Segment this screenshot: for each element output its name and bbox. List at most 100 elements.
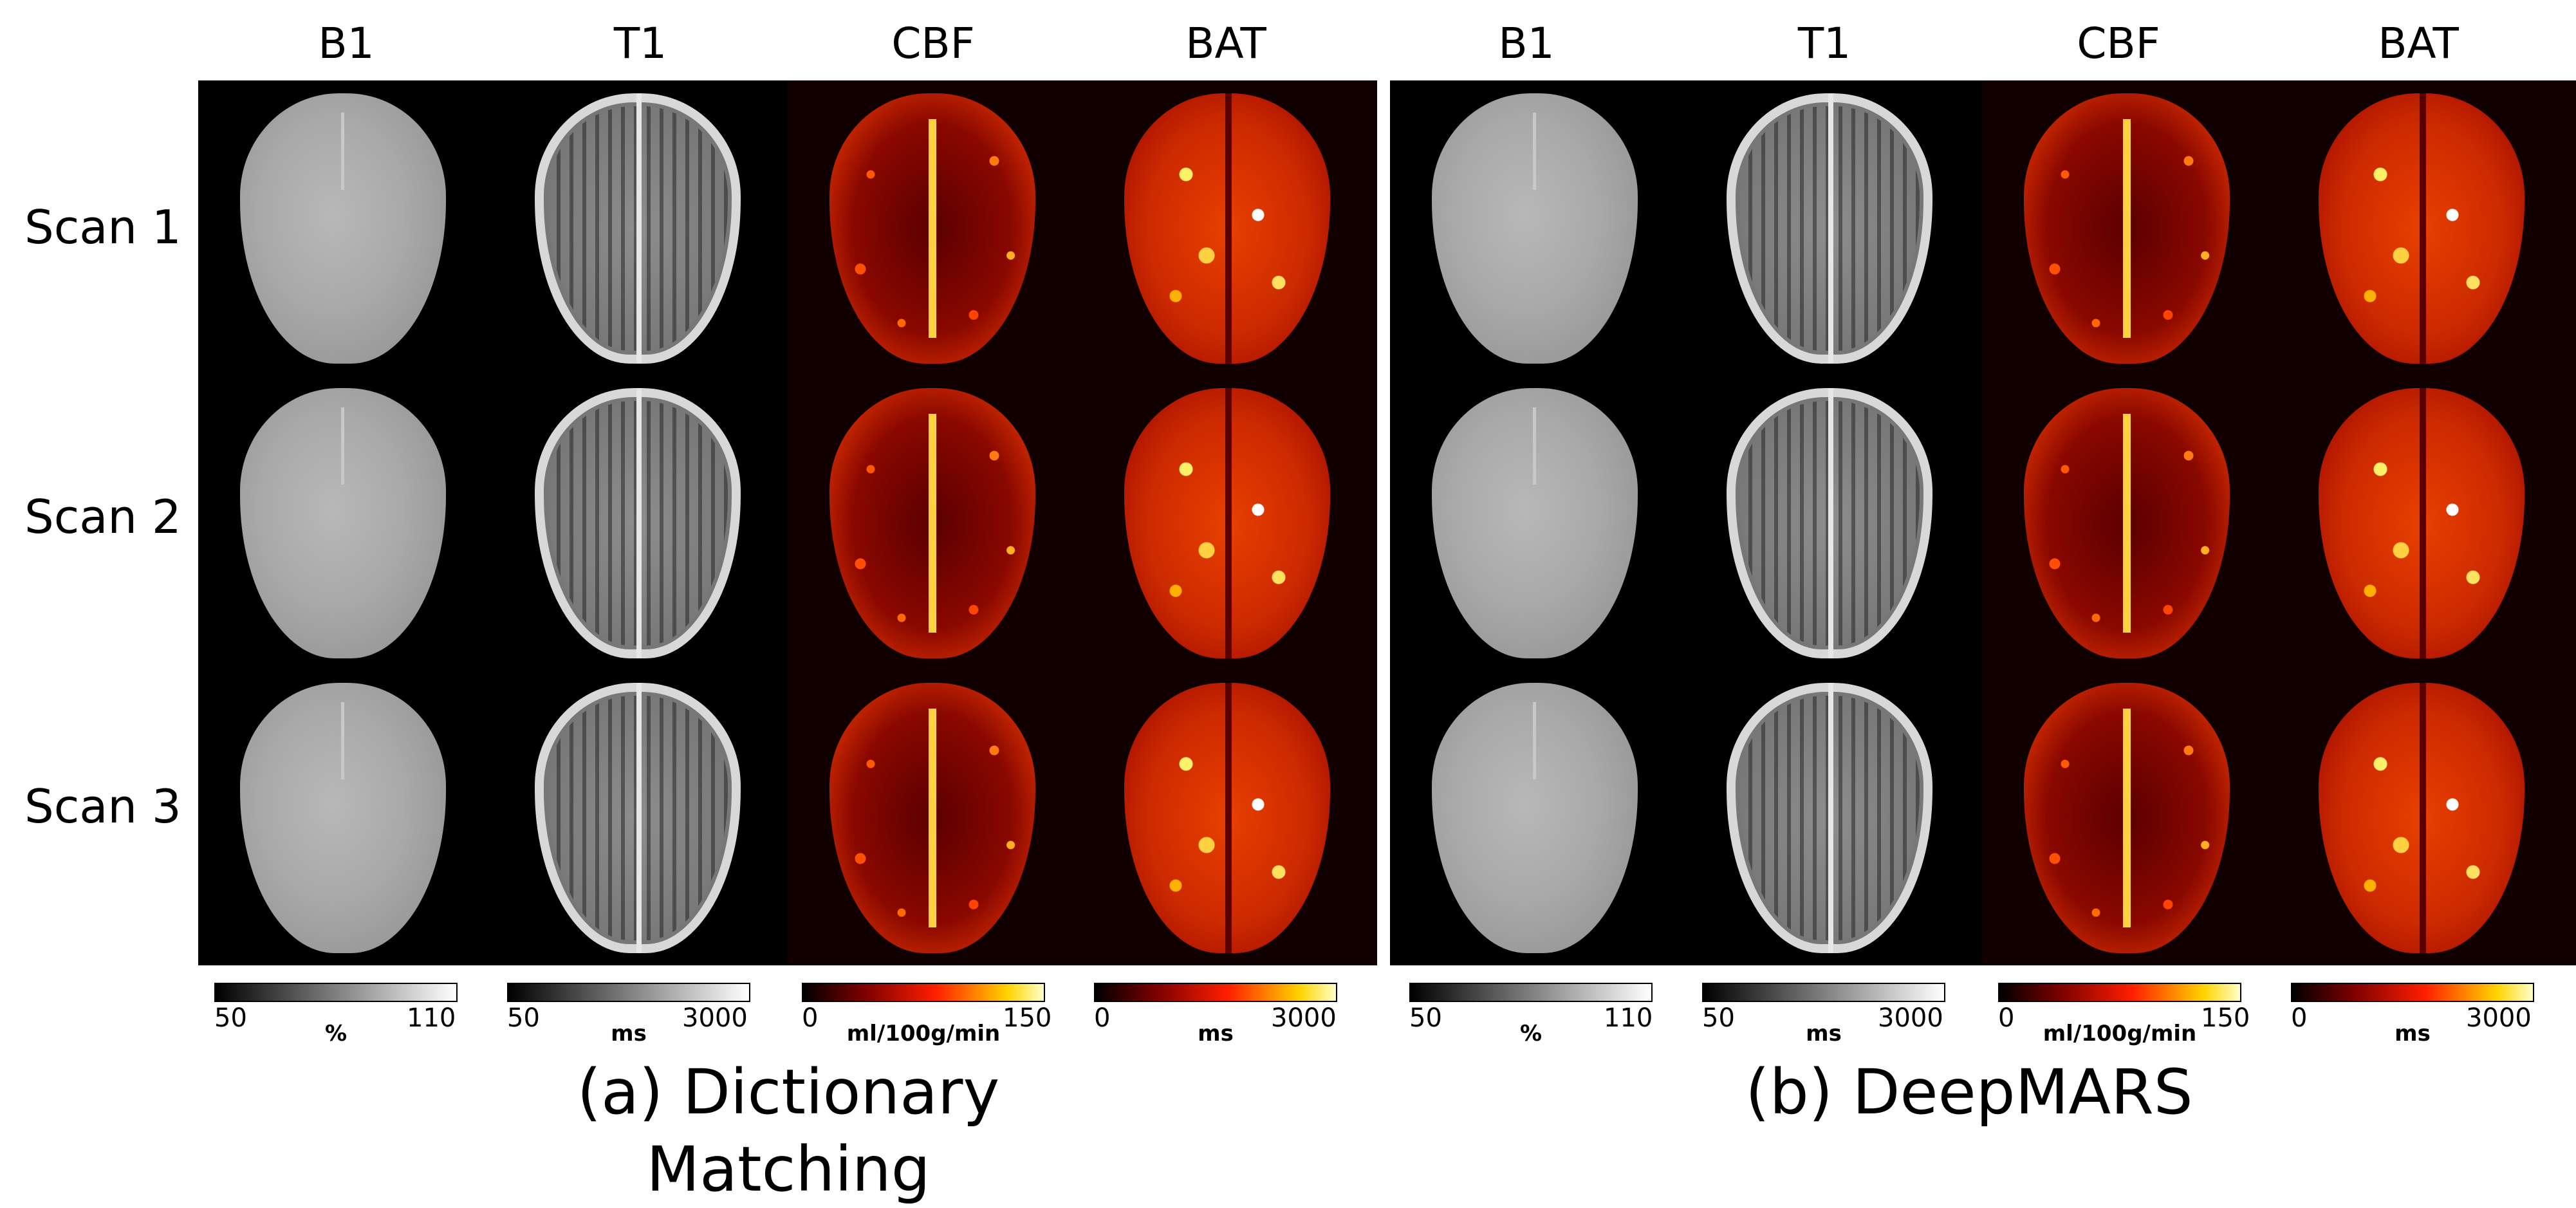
brain-b1-image bbox=[240, 683, 446, 953]
caption-dictionary-matching: (a) Dictionary Matching bbox=[577, 1056, 1000, 1205]
colorbar-b-b1-unit: % bbox=[1519, 1021, 1543, 1046]
map-b-t1-scan-2 bbox=[1685, 375, 1974, 670]
colorbar-a-b1-unit: % bbox=[324, 1021, 347, 1046]
brain-t1-image bbox=[1727, 388, 1932, 658]
map-a-cbf-scan-2 bbox=[788, 375, 1077, 670]
colorbar-a-cbf-min: 0 bbox=[802, 1003, 819, 1033]
brain-t1-image bbox=[535, 93, 741, 364]
brain-cbf-image bbox=[829, 388, 1035, 658]
midline bbox=[636, 683, 642, 953]
midline bbox=[1225, 388, 1232, 658]
midline bbox=[636, 388, 642, 658]
row-label-scan-2: Scan 2 bbox=[24, 490, 181, 544]
brain-bat-image bbox=[2319, 388, 2525, 658]
colorbar-b-cbf bbox=[1998, 983, 2241, 1002]
col-head-b-t1: T1 bbox=[1797, 19, 1851, 68]
brain-cbf-image bbox=[2024, 93, 2230, 364]
brain-cbf-image bbox=[2024, 388, 2230, 658]
col-head-a-b1: B1 bbox=[318, 19, 375, 68]
colorbar-a-t1 bbox=[507, 983, 750, 1002]
brain-bat-image bbox=[1124, 93, 1330, 364]
map-a-t1-scan-2 bbox=[493, 375, 783, 670]
map-b-b1-scan-2 bbox=[1390, 375, 1680, 670]
midline bbox=[2122, 119, 2131, 338]
midline bbox=[1828, 388, 1834, 658]
brain-bat-image bbox=[1124, 388, 1330, 658]
colorbar-a-bat-min: 0 bbox=[1094, 1003, 1111, 1033]
colorbar-a-bat bbox=[1094, 983, 1337, 1002]
colorbar-b-t1-max: 3000 bbox=[1878, 1003, 1943, 1033]
midline bbox=[928, 414, 936, 633]
map-a-bat-scan-1 bbox=[1082, 80, 1372, 375]
brain-bat-image bbox=[1124, 683, 1330, 953]
col-head-a-t1: T1 bbox=[613, 19, 667, 68]
brain-b1-image bbox=[240, 388, 446, 658]
midline bbox=[2419, 683, 2426, 953]
colorbar-a-t1-min: 50 bbox=[507, 1003, 540, 1033]
map-a-t1-scan-1 bbox=[493, 80, 783, 375]
colorbar-a-b1-min: 50 bbox=[214, 1003, 247, 1033]
colorbar-b-b1-min: 50 bbox=[1409, 1003, 1442, 1033]
colorbar-b-cbf-min: 0 bbox=[1998, 1003, 2015, 1033]
col-head-a-bat: BAT bbox=[1185, 19, 1266, 68]
midline bbox=[1828, 683, 1834, 953]
colorbar-a-t1-max: 3000 bbox=[682, 1003, 748, 1033]
colorbar-a-bat-unit: ms bbox=[1198, 1021, 1234, 1046]
colorbar-b-bat-min: 0 bbox=[2291, 1003, 2308, 1033]
colorbar-b-cbf-max: 150 bbox=[2201, 1003, 2250, 1033]
map-a-cbf-scan-1 bbox=[788, 80, 1077, 375]
colorbar-b-b1 bbox=[1409, 983, 1653, 1002]
midline bbox=[2419, 93, 2426, 364]
brain-bat-image bbox=[2319, 683, 2525, 953]
map-b-b1-scan-3 bbox=[1390, 670, 1680, 965]
midline bbox=[2122, 414, 2131, 633]
midline bbox=[340, 113, 344, 190]
brain-cbf-image bbox=[829, 683, 1035, 953]
colorbar-b-bat bbox=[2291, 983, 2534, 1002]
colorbar-b-t1-unit: ms bbox=[1806, 1021, 1842, 1046]
map-a-bat-scan-3 bbox=[1082, 670, 1372, 965]
colorbar-a-cbf bbox=[802, 983, 1045, 1002]
midline bbox=[340, 407, 344, 485]
map-b-cbf-scan-2 bbox=[1982, 375, 2272, 670]
caption-deepmars: (b) DeepMARS bbox=[1745, 1056, 2193, 1128]
colorbar-a-cbf-max: 150 bbox=[1003, 1003, 1052, 1033]
colorbar-b-b1-max: 110 bbox=[1604, 1003, 1653, 1033]
col-head-a-cbf: CBF bbox=[891, 19, 975, 68]
brain-t1-image bbox=[535, 683, 741, 953]
map-b-bat-scan-3 bbox=[2277, 670, 2566, 965]
colorbar-a-cbf-unit: ml/100g/min bbox=[846, 1021, 1001, 1046]
map-b-cbf-scan-1 bbox=[1982, 80, 2272, 375]
colorbar-a-t1-unit: ms bbox=[611, 1021, 647, 1046]
midline bbox=[1225, 683, 1232, 953]
midline bbox=[1828, 93, 1834, 364]
midline bbox=[1532, 702, 1536, 779]
colorbar-a-b1 bbox=[214, 983, 458, 1002]
brain-b1-image bbox=[240, 93, 446, 364]
brain-cbf-image bbox=[2024, 683, 2230, 953]
map-a-b1-scan-1 bbox=[198, 80, 488, 375]
map-b-b1-scan-1 bbox=[1390, 80, 1680, 375]
colorbar-b-bat-unit: ms bbox=[2395, 1021, 2431, 1046]
brain-b1-image bbox=[1432, 93, 1638, 364]
brain-bat-image bbox=[2319, 93, 2525, 364]
row-label-scan-3: Scan 3 bbox=[24, 779, 181, 833]
colorbar-b-t1 bbox=[1702, 983, 1945, 1002]
colorbar-b-t1-min: 50 bbox=[1702, 1003, 1735, 1033]
col-head-b-b1: B1 bbox=[1498, 19, 1555, 68]
brain-cbf-image bbox=[829, 93, 1035, 364]
colorbar-b-cbf-unit: ml/100g/min bbox=[2043, 1021, 2197, 1046]
colorbar-a-bat-max: 3000 bbox=[1271, 1003, 1337, 1033]
brain-b1-image bbox=[1432, 388, 1638, 658]
map-b-cbf-scan-3 bbox=[1982, 670, 2272, 965]
midline bbox=[928, 709, 936, 927]
map-b-bat-scan-2 bbox=[2277, 375, 2566, 670]
map-b-t1-scan-3 bbox=[1685, 670, 1974, 965]
col-head-b-cbf: CBF bbox=[2077, 19, 2160, 68]
row-label-scan-1: Scan 1 bbox=[24, 200, 181, 254]
midline bbox=[636, 93, 642, 364]
colorbar-a-b1-max: 110 bbox=[407, 1003, 456, 1033]
map-b-t1-scan-1 bbox=[1685, 80, 1974, 375]
map-a-b1-scan-2 bbox=[198, 375, 488, 670]
map-b-bat-scan-1 bbox=[2277, 80, 2566, 375]
